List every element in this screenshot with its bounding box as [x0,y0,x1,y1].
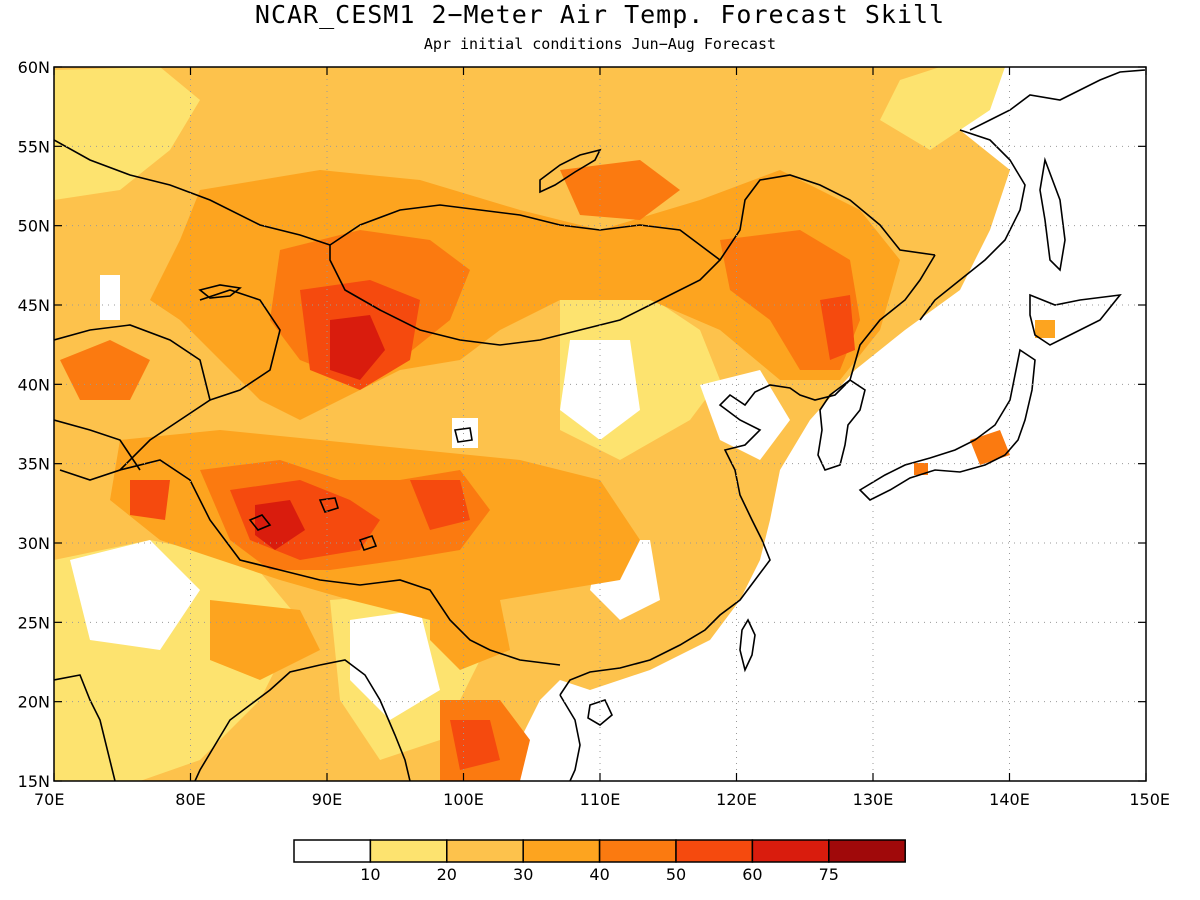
longitude-labels: 70E 80E 90E 100E 110E 120E 130E 140E 150E [34,790,1170,809]
latitude-tick-label: 60N [18,58,50,77]
colorbar-label: 20 [437,865,457,884]
latitude-tick-label: 30N [18,534,50,553]
colorbar-swatch [369,839,448,863]
colorbar-swatch [828,839,906,863]
colorbar: 10 20 30 40 50 60 75 [293,839,906,884]
skill-region-10-20 [54,67,200,200]
colorbar-swatch [598,839,677,863]
hainan [587,699,613,726]
colorbar-label: 10 [360,865,380,884]
taiwan [739,618,756,673]
latitude-tick-label: 25N [18,613,50,632]
tick-marks [53,66,1147,782]
longitude-tick-label: 120E [716,790,757,809]
colorbar-label: 60 [742,865,762,884]
latitude-tick-label: 45N [18,296,50,315]
baikal-lake [539,148,602,194]
indochina-coast [559,694,581,781]
himalaya-border [119,459,561,666]
latitude-tick-label: 40N [18,375,50,394]
russia-coast [849,254,936,381]
balkhash-lake [198,284,242,299]
korea-outline [817,379,866,471]
longitude-tick-label: 140E [989,790,1030,809]
latitude-tick-label: 20N [18,693,50,712]
japan-honshu [858,348,1036,501]
arabian-sea-coast [54,674,116,781]
bay-of-bengal-coast [319,659,411,781]
latitude-tick-label: 35N [18,455,50,474]
map-title: NCAR_CESM1 2−Meter Air Temp. Forecast Sk… [254,0,946,29]
sakhalin [1039,156,1066,272]
longitude-tick-label: 90E [312,790,342,809]
colorbar-swatch [675,839,754,863]
longitude-tick-label: 70E [34,790,64,809]
colorbar-label: 40 [589,865,609,884]
india-coast-east [194,664,321,781]
skill-field [54,67,1146,781]
china-russia-border [719,174,936,261]
longitude-tick-label: 100E [443,790,484,809]
coastlines-borders [54,69,1146,781]
latitude-tick-label: 55N [18,137,50,156]
colorbar-label: 30 [513,865,533,884]
colorbar-swatch [446,839,524,863]
map-subtitle: Apr initial conditions Jun−Aug Forecast [423,35,777,53]
latitude-tick-label: 15N [18,772,50,791]
china-coastline [559,379,851,696]
colorbar-label: 75 [819,865,839,884]
japan-hokkaido [1029,293,1122,346]
colorbar-swatch [522,839,601,863]
russia-kazakhstan-border [54,139,331,246]
colorbar-label: 50 [666,865,686,884]
tibet-lakes [248,427,473,551]
longitude-tick-label: 110E [580,790,621,809]
longitude-tick-label: 150E [1129,790,1170,809]
colorbar-swatch [293,839,372,863]
latitude-labels: 60N 55N 50N 45N 40N 35N 30N 25N 20N 15N [18,58,50,791]
longitude-tick-label: 80E [175,790,205,809]
skill-region-60-75 [330,315,385,380]
longitude-tick-label: 130E [853,790,894,809]
mongolia-border [329,204,722,346]
latitude-tick-label: 50N [18,217,50,236]
map-grid [54,67,1146,781]
colorbar-swatch [751,839,830,863]
